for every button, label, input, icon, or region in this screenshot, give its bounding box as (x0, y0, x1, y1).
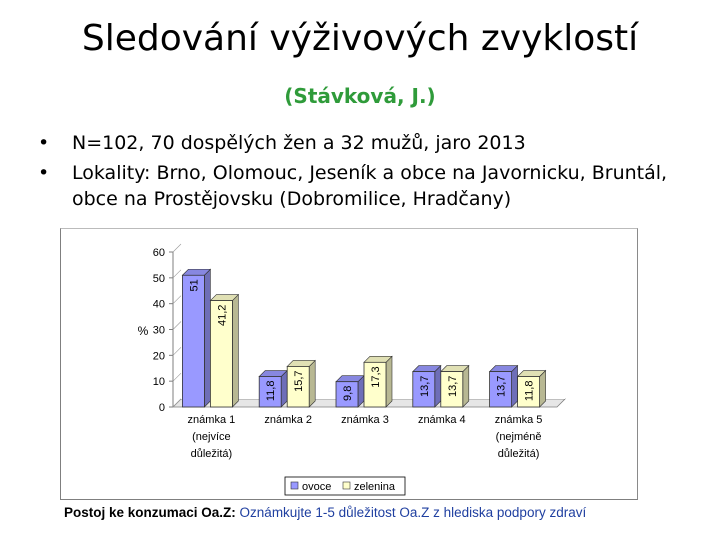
bar-zelenina (517, 376, 541, 408)
bar-value-label: 17,3 (370, 366, 382, 387)
bar-zelenina (286, 366, 310, 408)
bar-zelenina (363, 361, 387, 408)
legend-swatch (342, 481, 351, 490)
bullet-dot-icon: • (38, 132, 50, 154)
slide-subtitle: (Stávková, J.) (284, 84, 436, 108)
y-axis-label: % (138, 324, 149, 338)
y-tick-depth (172, 269, 182, 279)
y-tick-depth (172, 347, 182, 356)
bar-value-label: 51 (188, 279, 200, 291)
legend-swatch (290, 481, 299, 490)
y-tick-depth (172, 372, 182, 382)
x-tick-label: známka 2 (264, 414, 312, 426)
bar-value-label: 41,2 (216, 305, 228, 326)
bar-ovoce (335, 381, 359, 408)
bar-value-label: 15,7 (293, 370, 305, 391)
bullet-dot-icon: • (38, 162, 50, 184)
chart-frame: 0 10 20 30 40 50 60% 51 41,2 známka 1 (nejvíce důle… (60, 228, 638, 500)
bar-ovoce (489, 371, 513, 408)
legend-label: ovoce (302, 481, 331, 493)
y-tick-depth (172, 243, 182, 253)
chart-caption: Postoj ke konzumaci Oa.Z: Oznámkujte 1-5… (64, 505, 714, 520)
x-tick-label: známka 1 (188, 414, 236, 426)
bar-ovoce (258, 376, 282, 408)
y-tick-depth (172, 321, 182, 330)
legend-label: zelenina (354, 481, 396, 493)
y-tick-depth (172, 398, 182, 408)
y-tick-label: 40 (153, 299, 165, 311)
bullet-list: • N=102, 70 dospělých žen a 32 mužů, jar… (38, 130, 708, 216)
bar-side (511, 364, 518, 408)
y-tick-label: 50 (153, 273, 165, 285)
chart-back-wall (181, 244, 565, 399)
y-tick-label: 0 (159, 402, 165, 414)
x-tick-label: známka 5 (495, 414, 543, 426)
x-tick-label: (nejvíce (192, 431, 231, 443)
x-tick-label: známka 4 (418, 414, 466, 426)
y-tick-label: 20 (153, 350, 165, 362)
y-tick-label: 10 (153, 376, 165, 388)
bullet-item: • N=102, 70 dospělých žen a 32 mužů, jar… (38, 130, 708, 156)
caption-question: Oznámkujte 1-5 důležitost Oa.Z z hledisk… (235, 505, 587, 520)
bullet-text: Lokality: Brno, Olomouc, Jeseník a obce … (72, 162, 668, 210)
bar-side (204, 268, 211, 408)
bullet-item: • Lokality: Brno, Olomouc, Jeseník a obc… (38, 160, 708, 212)
bar-zelenina (440, 371, 464, 408)
slide-title: Sledování výživových zvyklostí (81, 18, 639, 59)
bar-side (308, 359, 316, 408)
bar-value-label: 13,7 (419, 376, 431, 397)
y-tick-depth (172, 295, 182, 304)
bar-ovoce (412, 371, 436, 408)
bar-value-label: 13,7 (496, 376, 508, 397)
bar-side (462, 364, 470, 408)
y-tick-label: 60 (153, 247, 165, 259)
bar-value-label: 9,8 (342, 386, 354, 401)
bar-ovoce (182, 274, 205, 408)
x-tick-label: (nejméně (496, 431, 542, 443)
bar-value-label: 11,8 (524, 381, 536, 402)
bar-chart: 0 10 20 30 40 50 60% 51 41,2 známka 1 (nejvíce důle… (138, 243, 566, 496)
bar-value-label: 13,7 (447, 376, 459, 397)
x-tick-label: důležitá) (498, 448, 540, 460)
x-tick-label: důležitá) (191, 448, 233, 460)
bar-zelenina (209, 300, 233, 408)
bullet-text: N=102, 70 dospělých žen a 32 mužů, jaro … (72, 132, 526, 154)
bar-side (434, 364, 442, 408)
x-tick-label: známka 3 (341, 414, 389, 426)
bar-side (232, 293, 239, 408)
caption-bold: Postoj ke konzumaci Oa.Z: (64, 505, 236, 520)
y-tick-label: 30 (153, 325, 165, 337)
bar-side (385, 355, 393, 408)
bar-value-label: 11,8 (265, 381, 277, 402)
